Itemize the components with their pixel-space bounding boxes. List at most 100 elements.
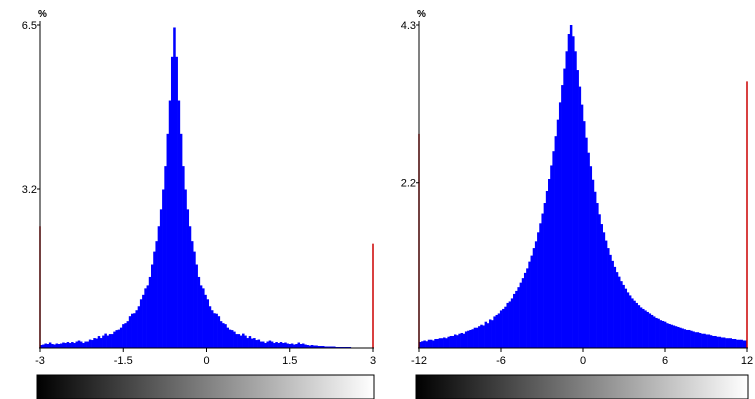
histogram-bar xyxy=(295,344,298,348)
histogram-bar xyxy=(733,338,737,348)
histogram-bar xyxy=(281,343,285,348)
histogram-bar xyxy=(42,344,45,348)
histogram-bar xyxy=(244,335,247,348)
histogram-bar xyxy=(548,178,551,348)
histogram-bar xyxy=(607,248,610,348)
histogram-bar xyxy=(199,285,203,348)
histogram-panel-1: %6.5 3.2 -3 -1.5 0 1.5 3 xyxy=(22,9,376,399)
histogram-bar xyxy=(321,346,325,348)
histogram-bar xyxy=(333,346,336,348)
histogram-bar xyxy=(144,288,147,348)
x-tick-label: -12 xyxy=(411,355,427,367)
histogram-bar xyxy=(310,345,314,348)
histogram-bar xyxy=(270,341,274,348)
histogram-bar xyxy=(499,310,503,348)
histogram-bar xyxy=(79,341,83,348)
histogram-bar xyxy=(315,345,318,348)
histogram-bar xyxy=(486,323,490,348)
histogram-bar xyxy=(235,334,238,348)
histogram-bar xyxy=(541,213,544,348)
histogram-bar xyxy=(655,317,658,348)
histogram-bar xyxy=(475,327,479,348)
histogram-bar xyxy=(255,340,258,348)
histogram-bar xyxy=(685,329,689,348)
histogram-bar xyxy=(707,334,711,348)
grayscale-colorbar xyxy=(415,374,749,399)
histogram-bar xyxy=(687,329,691,348)
histogram-bar xyxy=(166,133,170,348)
histogram-bar xyxy=(722,337,726,348)
histogram-bar xyxy=(124,323,127,348)
histogram-bar xyxy=(248,336,252,348)
histogram-bar xyxy=(666,323,669,348)
histogram-bar xyxy=(177,100,181,348)
histogram-bar xyxy=(82,343,85,348)
histogram-bar xyxy=(66,342,70,348)
histogram-bar xyxy=(286,343,289,348)
histogram-bar xyxy=(219,321,223,348)
histogram-bar xyxy=(567,34,571,348)
histogram-bar xyxy=(306,345,309,348)
histogram-bar xyxy=(429,339,433,348)
histogram-bar xyxy=(46,344,50,348)
histogram-bar xyxy=(552,151,555,348)
histogram-bar xyxy=(146,285,150,348)
histogram-bar xyxy=(164,166,167,348)
histogram-bar xyxy=(712,335,715,348)
histogram-bar xyxy=(674,326,678,348)
histogram-bar xyxy=(572,36,575,349)
histogram-bar xyxy=(215,313,218,348)
histogram-bar xyxy=(534,241,538,348)
histogram-bar xyxy=(195,264,198,348)
histogram-bar xyxy=(119,327,123,348)
histogram-bar xyxy=(93,338,96,348)
histogram-bar xyxy=(464,331,468,348)
histogram-bar xyxy=(683,329,687,348)
histogram-bar xyxy=(727,338,730,348)
histogram-bar xyxy=(451,335,455,348)
histogram-bar xyxy=(250,338,254,348)
histogram-bar xyxy=(421,341,424,348)
histogram-bar xyxy=(587,152,590,348)
histogram-bar xyxy=(530,255,534,348)
histogram-bar xyxy=(681,328,684,348)
histogram-bar xyxy=(493,316,496,348)
histogram-bar xyxy=(628,295,632,348)
histogram-bar xyxy=(672,325,676,348)
histogram-bar xyxy=(126,321,130,348)
histogram-bar xyxy=(148,276,152,348)
histogram-bar xyxy=(458,333,461,348)
histogram-bar xyxy=(663,321,667,348)
x-tick-label: 3 xyxy=(370,355,376,367)
histogram-bar xyxy=(262,341,265,348)
histogram-bar xyxy=(290,343,294,348)
histogram-bar xyxy=(202,288,205,348)
histogram-bar xyxy=(517,287,520,348)
histogram-bar xyxy=(449,335,453,348)
histogram-bar xyxy=(703,333,706,348)
histogram-bar xyxy=(97,336,101,348)
histogram-bar xyxy=(556,119,560,349)
histogram-bar xyxy=(545,191,549,348)
histogram-bar xyxy=(179,133,183,348)
histogram-bar xyxy=(580,104,584,349)
histogram-bar xyxy=(419,341,422,348)
histogram-bar xyxy=(208,306,212,348)
histogram-bar xyxy=(670,324,673,348)
x-tick-label: -3 xyxy=(35,355,45,367)
histogram-bar xyxy=(104,333,107,348)
histogram-bar xyxy=(434,338,437,348)
y-tick-label: 3.2 xyxy=(22,184,37,196)
histogram-bar xyxy=(326,346,329,348)
y-unit-label: % xyxy=(417,9,426,20)
histogram-bar xyxy=(99,338,103,348)
histogram-bar xyxy=(162,189,165,348)
histogram-bar xyxy=(217,316,221,348)
x-tick-label: -6 xyxy=(496,355,506,367)
histogram-bar xyxy=(317,346,321,348)
histogram-bar xyxy=(598,214,601,348)
histogram-bar xyxy=(113,331,116,348)
histogram-bar xyxy=(153,251,156,348)
histogram-bar xyxy=(613,266,617,348)
